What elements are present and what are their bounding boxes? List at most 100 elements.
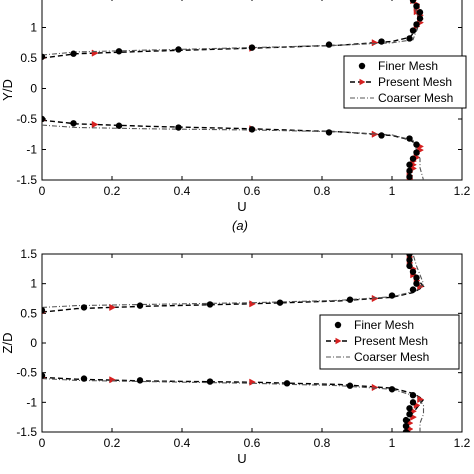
series-finer-mesh-point xyxy=(402,422,410,430)
plot-data xyxy=(42,0,425,180)
series-finer-mesh-point xyxy=(206,378,214,385)
series-finer-mesh-point xyxy=(388,386,396,393)
series-finer-mesh-point xyxy=(406,262,413,270)
legend-present-mesh-swatch-marker xyxy=(335,337,342,345)
series-coarser-mesh-line-lower xyxy=(42,124,425,180)
y-tick-label: -0.5 xyxy=(16,112,37,126)
x-tick-label: 0.2 xyxy=(104,436,121,450)
series-finer-mesh-point xyxy=(378,132,385,139)
legend-finer-mesh-label: Finer Mesh xyxy=(354,318,414,332)
legend-box xyxy=(319,314,460,370)
series-finer-mesh-point xyxy=(70,120,77,127)
x-tick-label: 0.2 xyxy=(104,184,121,198)
series-finer-mesh-point xyxy=(42,115,46,123)
y-tick-label: 0 xyxy=(30,336,37,350)
series-finer-mesh-point xyxy=(115,48,123,55)
series-finer-mesh-point xyxy=(175,124,182,131)
legend-present-mesh-label: Present Mesh xyxy=(378,75,452,89)
series-finer-mesh-point xyxy=(413,141,420,148)
x-axis-label: U xyxy=(237,451,246,466)
series-finer-mesh-point xyxy=(325,129,333,136)
series-finer-mesh-point xyxy=(206,301,214,308)
series-finer-mesh-point xyxy=(406,135,413,142)
series-finer-mesh-point xyxy=(409,27,417,34)
series-finer-mesh-point xyxy=(416,15,424,22)
series-finer-mesh-point xyxy=(42,307,46,314)
y-tick-label: 0 xyxy=(30,82,37,96)
chart-panel-1: 0 0.2 0.4 0.6 0.8 1 1.2 -1.5 -1 -0.5 0 0.5 1 U Y/D (a) F… xyxy=(0,0,471,233)
series-finer-mesh-point xyxy=(378,38,385,45)
x-tick-label: 1.2 xyxy=(454,436,471,450)
series-finer-mesh-point xyxy=(416,9,424,16)
y-axis-label: Y/D xyxy=(0,79,15,101)
series-finer-mesh-point xyxy=(402,416,410,424)
x-tick-label: 0 xyxy=(39,436,46,450)
series-finer-mesh-point xyxy=(42,372,46,379)
y-tick-label: -1.5 xyxy=(16,425,37,439)
x-tick-label: 1.2 xyxy=(454,184,471,198)
x-tick-label: 1 xyxy=(389,184,396,198)
series-finer-mesh-point xyxy=(136,377,144,384)
series-finer-mesh-point xyxy=(409,399,417,406)
legend-finer-mesh-label: Finer Mesh xyxy=(378,59,438,73)
series-finer-mesh-point xyxy=(325,41,333,48)
series-finer-mesh-point xyxy=(406,173,413,180)
x-tick-label: 0.8 xyxy=(314,436,331,450)
y-tick-label: 1 xyxy=(30,277,37,291)
panel-caption: (a) xyxy=(232,218,248,233)
legend-coarser-mesh-label: Coarser Mesh xyxy=(378,91,453,105)
series-finer-mesh-point xyxy=(175,46,182,53)
series-present-mesh-line-lower xyxy=(42,376,425,432)
series-finer-mesh-point xyxy=(409,0,417,4)
legend: Finer Mesh Present Mesh Coarser Mesh xyxy=(319,314,460,370)
x-tick-label: 0.8 xyxy=(314,184,331,198)
series-finer-mesh-point xyxy=(413,149,420,156)
series-finer-mesh-point xyxy=(248,126,256,133)
y-tick-label: 1.5 xyxy=(20,247,37,261)
series-finer-mesh-point xyxy=(136,302,144,309)
series-finer-mesh-point xyxy=(406,256,413,264)
y-tick-label: 1 xyxy=(30,21,37,35)
x-tick-label: 0.4 xyxy=(174,436,191,450)
series-finer-mesh-point xyxy=(413,274,420,281)
x-tick-label: 1 xyxy=(389,436,396,450)
plot-data xyxy=(42,254,425,432)
x-axis-label: U xyxy=(237,199,246,214)
series-finer-mesh-point xyxy=(413,280,420,287)
series-finer-mesh-point xyxy=(406,35,413,42)
legend-coarser-mesh-label: Coarser Mesh xyxy=(354,350,429,364)
series-finer-mesh-point xyxy=(406,405,413,412)
series-finer-mesh-point xyxy=(248,44,256,51)
y-tick-label: -0.5 xyxy=(16,366,37,380)
series-finer-mesh-point xyxy=(80,304,88,311)
y-axis-label: Z/D xyxy=(0,333,15,354)
series-finer-mesh-point xyxy=(406,254,413,258)
series-finer-mesh-point xyxy=(402,428,410,432)
x-tick-label: 0.6 xyxy=(244,184,261,198)
y-tick-label: -1 xyxy=(26,143,37,157)
legend: Finer Mesh Present Mesh Coarser Mesh xyxy=(343,55,467,109)
series-present-mesh-marker xyxy=(371,39,379,47)
series-finer-mesh-point xyxy=(409,286,417,293)
series-present-mesh-marker xyxy=(109,303,117,312)
series-finer-mesh-point xyxy=(409,392,417,399)
y-tick-label: 0.5 xyxy=(20,306,37,320)
series-finer-mesh-point xyxy=(413,21,420,28)
series-finer-mesh-point xyxy=(406,161,413,168)
y-tick-label: -1 xyxy=(26,395,37,409)
series-finer-mesh-point xyxy=(409,155,417,162)
legend-finer-mesh-swatch xyxy=(334,321,342,329)
series-finer-mesh-point xyxy=(115,122,123,129)
y-tick-label: 0.5 xyxy=(20,51,37,65)
legend-present-mesh-swatch-marker xyxy=(359,78,366,86)
series-finer-mesh-point xyxy=(413,2,420,10)
y-tick-label: -1.5 xyxy=(16,173,37,187)
series-finer-mesh-point xyxy=(406,167,413,175)
series-finer-mesh-point xyxy=(283,380,291,387)
series-present-mesh-marker xyxy=(91,120,99,129)
series-finer-mesh-point xyxy=(346,296,354,303)
series-finer-mesh-point xyxy=(346,382,354,389)
x-tick-label: 0 xyxy=(39,184,46,198)
series-finer-mesh-point xyxy=(80,375,88,382)
